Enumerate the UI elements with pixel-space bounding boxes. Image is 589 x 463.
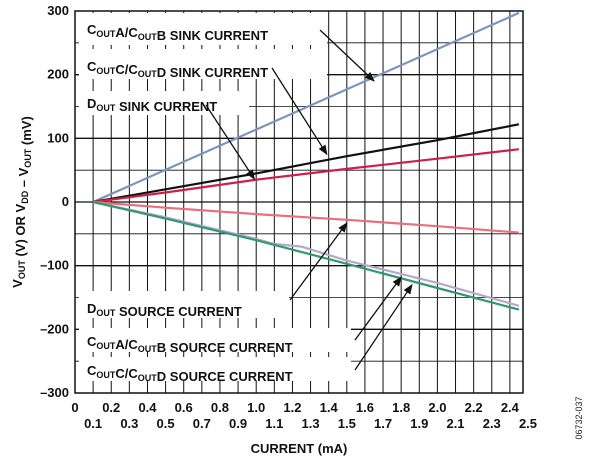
x-tick-label: 2.2 — [465, 400, 483, 415]
annotation-a6: COUTC/COUTD SOURCE CURRENT — [87, 363, 293, 384]
x-tick-label: 1.1 — [265, 416, 283, 431]
series-line-s2 — [92, 123, 520, 204]
annotation-arrow-a5 — [354, 276, 402, 341]
annotation-a5: COUTA/COUTB SOURCE CURRENT — [87, 334, 293, 355]
x-tick-label: 0.1 — [84, 416, 102, 431]
x-tick-label: 2.5 — [519, 416, 537, 431]
x-tick-label: 2.3 — [483, 416, 501, 431]
series-line-s4 — [93, 200, 519, 234]
annotation-backgrounds — [79, 13, 351, 381]
x-tick-label: 2.4 — [501, 400, 520, 415]
plot-frame — [74, 10, 524, 394]
annotation-arrow-a6 — [354, 283, 413, 371]
annotation-arrow-a1 — [319, 29, 375, 82]
y-tick-label: 0 — [62, 194, 69, 209]
annotation-background — [79, 328, 351, 352]
x-tick-label: 0.7 — [193, 416, 211, 431]
y-tick-label: –300 — [40, 385, 69, 400]
x-tick-label: 0.9 — [229, 416, 247, 431]
x-tick-label: 1.9 — [410, 416, 428, 431]
annotation-a1: COUTA/COUTB SINK CURRENT — [87, 22, 268, 43]
figure-id: 06732-037 — [574, 396, 584, 439]
x-tick-label: 1.2 — [283, 400, 301, 415]
series-line-s5 — [92, 200, 520, 307]
annotation-background — [79, 91, 249, 115]
x-tick-label: 0.2 — [102, 400, 120, 415]
y-tick-label: 200 — [47, 67, 69, 82]
x-tick-label: 0.8 — [211, 400, 229, 415]
series-line-s6 — [92, 200, 520, 311]
y-tick-label: –100 — [40, 258, 69, 273]
x-tick-label: 1.5 — [338, 416, 356, 431]
y-tick-label: –200 — [40, 321, 69, 336]
x-tick-label: 1.6 — [356, 400, 374, 415]
x-tick-label: 0.4 — [138, 400, 157, 415]
x-tick-label: 2.1 — [446, 416, 464, 431]
series-lines — [92, 11, 520, 311]
x-axis-label: CURRENT (mA) — [251, 441, 348, 456]
x-tick-label: 1.4 — [320, 400, 339, 415]
annotation-arrows — [205, 29, 413, 371]
x-tick-label: 1.0 — [247, 400, 265, 415]
annotation-a2: COUTC/COUTD SINK CURRENT — [87, 59, 268, 80]
x-tick-label: 0.6 — [175, 400, 193, 415]
annotation-background — [79, 291, 289, 318]
x-tick-label: 1.3 — [302, 416, 320, 431]
x-tick-labels: 0 0.2 0.4 0.6 0.8 1.0 1.2 1.4 1.6 1.8 2.0 2.2 2.4 0.1… — [71, 400, 537, 431]
x-tick-label: 0.5 — [157, 416, 175, 431]
y-tick-label: 100 — [47, 130, 69, 145]
series-line-s3 — [92, 148, 520, 204]
x-tick-label: 0.3 — [120, 416, 138, 431]
x-tick-label: 1.7 — [374, 416, 392, 431]
annotation-a3: DOUT SINK CURRENT — [87, 96, 217, 114]
x-tick-label: 2.0 — [428, 400, 446, 415]
series-line-s1 — [92, 11, 520, 204]
x-tick-label: 0 — [71, 400, 78, 415]
annotation-a4: DOUT SOURCE CURRENT — [87, 301, 242, 319]
annotation-background — [79, 49, 327, 79]
annotation-background — [79, 357, 351, 381]
annotation-background — [79, 13, 327, 45]
y-tick-labels: 300 200 100 0 –100 –200 –300 — [40, 3, 69, 400]
y-axis-label: VOUT (V) OR VDD – VOUT (mV) — [10, 116, 34, 288]
annotation-arrow-a2 — [271, 67, 328, 156]
annotation-arrow-a4 — [289, 222, 348, 301]
y-tick-label: 300 — [47, 3, 69, 18]
annotations: COUTA/COUTB SINK CURRENT COUTC/COUTD SINK… — [87, 22, 293, 384]
x-tick-label: 1.8 — [392, 400, 410, 415]
annotation-arrow-a3 — [205, 104, 255, 180]
